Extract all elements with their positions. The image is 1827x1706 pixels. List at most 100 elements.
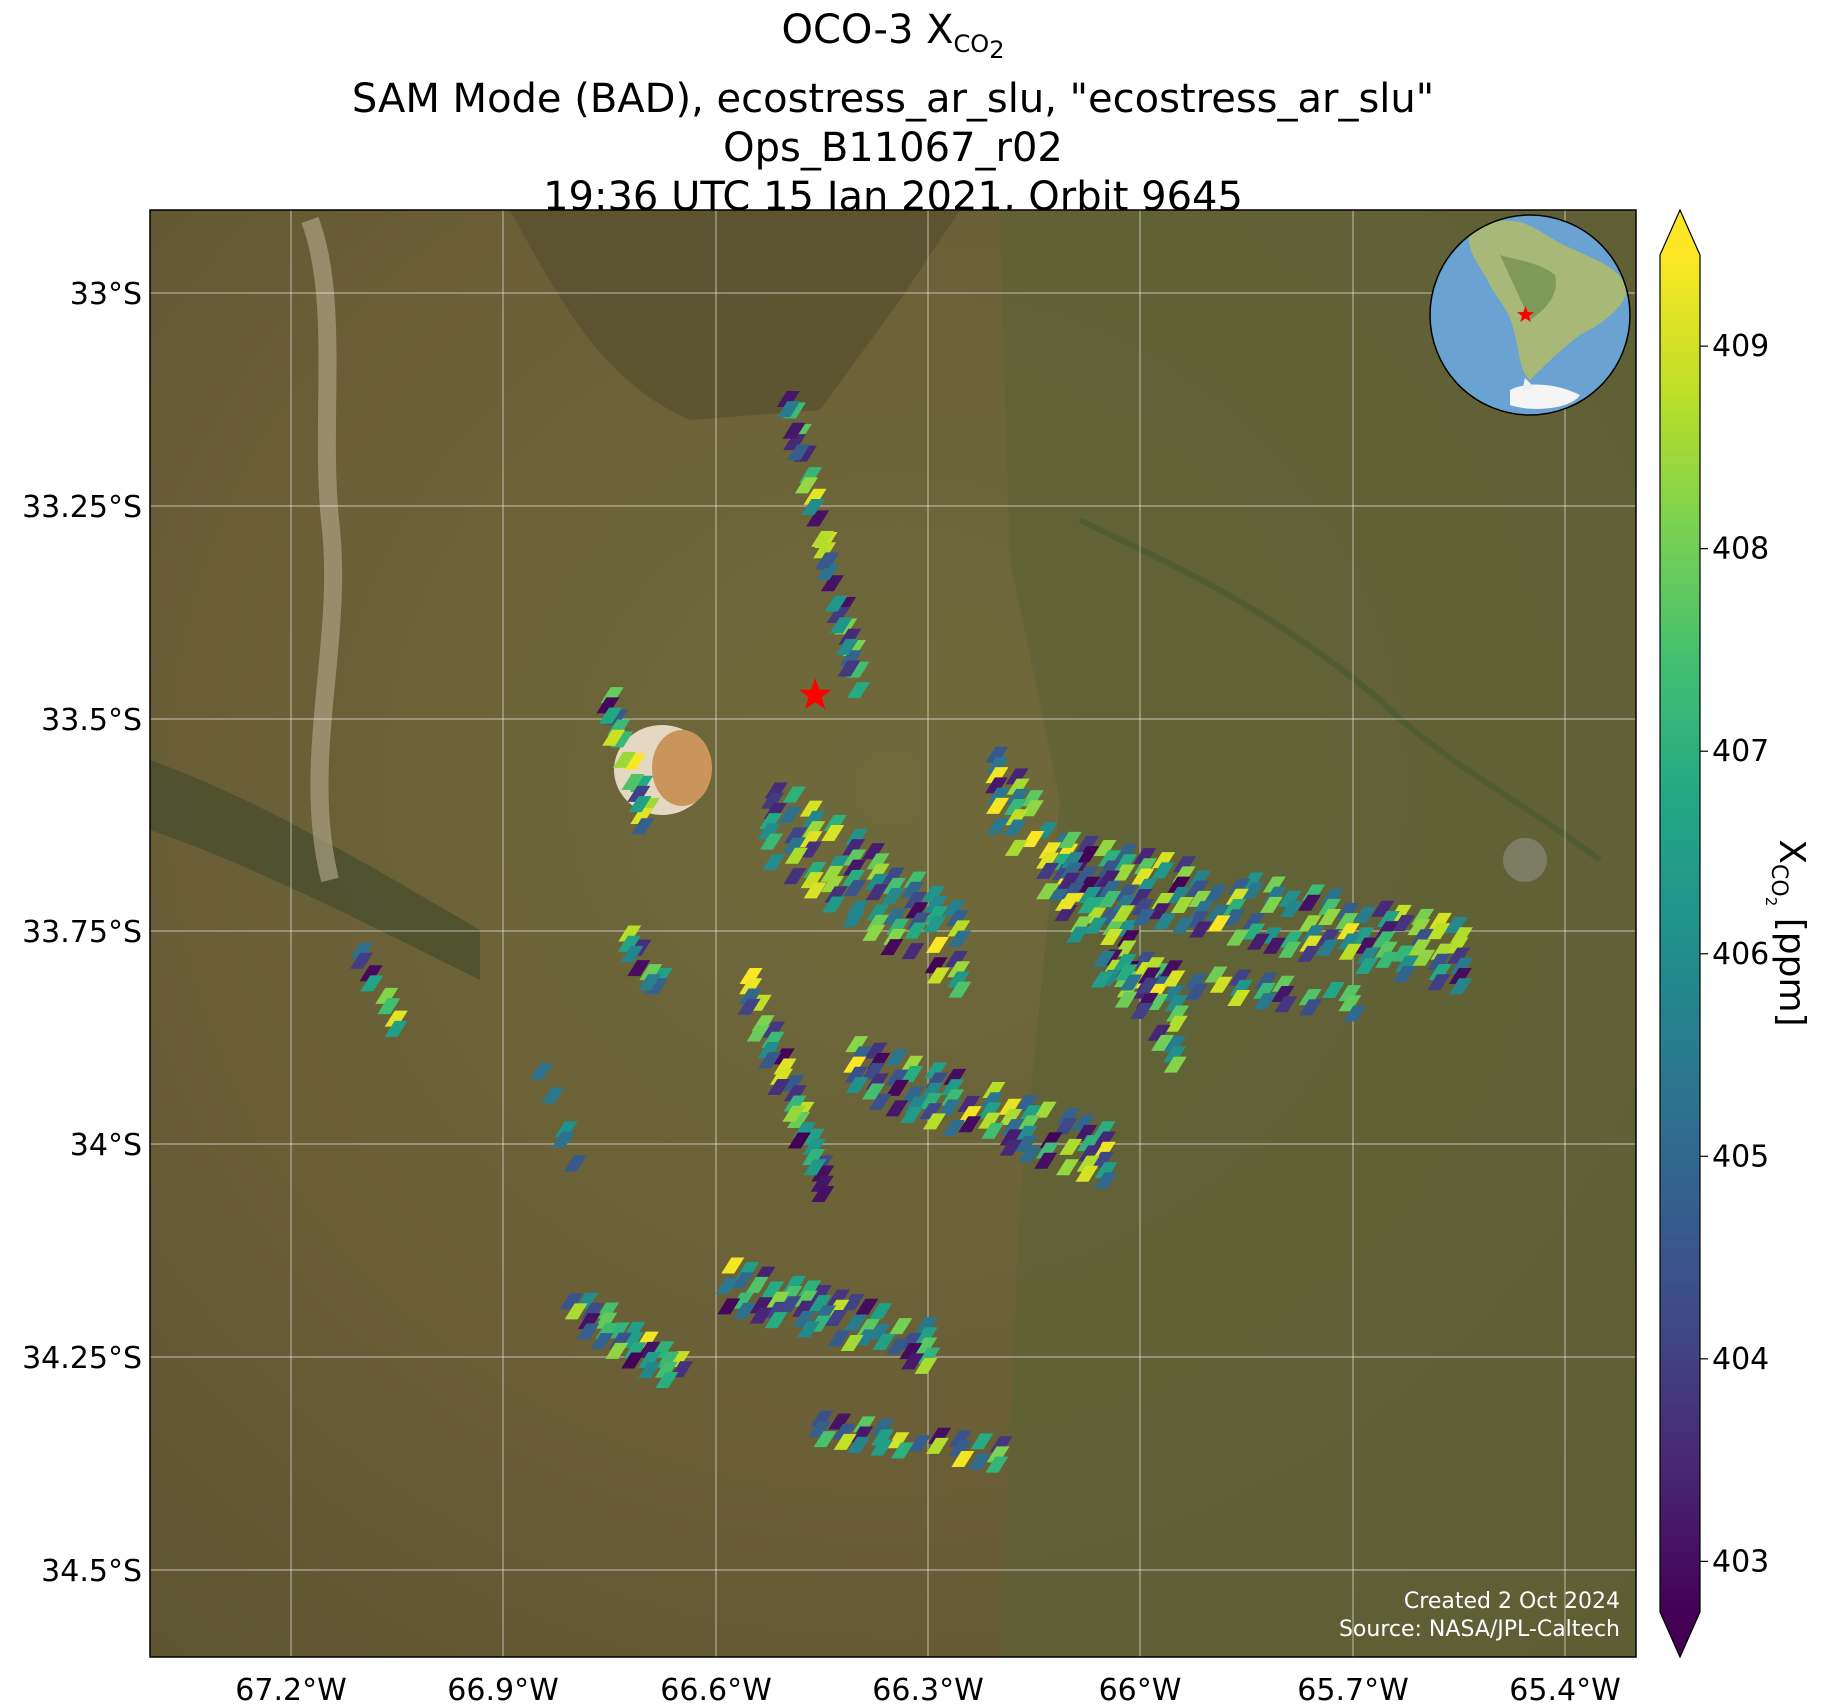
xco2-footprint [865,884,889,901]
xco2-footprint [1078,886,1102,903]
xco2-footprint [1172,856,1196,873]
xco2-footprint [1164,995,1188,1012]
xco2-footprint [759,813,783,830]
xco2-footprint [1271,975,1295,992]
xco2-footprint [899,1343,923,1360]
xco2-footprint [1353,906,1377,923]
xco2-footprint [904,922,928,939]
xco2-footprint [1338,995,1362,1012]
lon-tick-label: 66.3°W [872,1673,983,1706]
xco2-footprint [1447,947,1471,964]
xco2-footprint [862,924,886,941]
xco2-footprint [802,821,826,838]
xco2-footprint [639,964,663,981]
colorbar: 403 404 405 406 407 408 409 XCO2 [ppm] [1659,208,1812,1659]
xco2-footprint [1427,974,1451,991]
colorbar-upper-extend [1660,210,1700,255]
xco2-footprint [787,1132,811,1149]
colorbar-tick-label: 407 [1712,734,1769,769]
xco2-footprint [845,1077,869,1094]
xco2-footprint [917,1347,941,1364]
colorbar-label: XCO2 [ppm] [1762,839,1812,1026]
xco2-footprint [1391,945,1415,962]
xco2-footprint [820,876,844,893]
xco2-footprint [1114,844,1138,861]
xco2-footprint [1100,929,1124,946]
xco2-footprint [900,1106,924,1123]
lon-tick-label: 65.4°W [1509,1673,1620,1706]
xco2-footprint [1114,964,1138,981]
xco2-footprint [1391,915,1415,932]
xco2-footprint [794,1290,818,1307]
xco2-footprint [920,1082,944,1099]
xco2-footprint [1318,909,1342,926]
xco2-footprint [820,865,844,882]
xco2-footprint [842,910,866,927]
lat-tick-label: 34.25°S [22,1341,142,1376]
xco2-footprint [919,1092,943,1109]
xco2-footprint [783,1085,807,1102]
xco2-footprint [1298,989,1322,1006]
xco2-footprint [981,1122,1005,1139]
xco2-footprint [948,1430,972,1447]
xco2-footprint [883,908,907,925]
xco2-footprint [1057,893,1081,910]
xco2-footprint [1262,937,1286,954]
xco2-footprint [350,942,374,959]
xco2-footprint [941,1119,965,1136]
xco2-footprint [1018,1146,1042,1163]
xco2-footprint [1102,918,1126,935]
xco2-footprint [776,390,800,407]
xco2-footprint [802,1138,826,1155]
xco2-footprint [1376,910,1400,927]
target-star-icon [799,678,832,709]
xco2-footprint [1131,868,1155,885]
xco2-footprint [1112,864,1136,881]
xco2-footprint [914,1317,938,1334]
xco2-footprint [844,1066,868,1083]
xco2-footprint [823,814,847,831]
xco2-footprint [802,810,826,827]
lon-tick-label: 67.2°W [235,1673,346,1706]
xco2-footprint [843,1056,867,1073]
xco2-footprint [1094,1172,1118,1189]
xco2-footprint [628,796,652,813]
xco2-footprint [919,1103,943,1120]
xco2-footprint [377,998,401,1015]
xco2-footprint [826,1299,850,1316]
xco2-footprint [1301,925,1325,942]
xco2-footprint [901,1353,925,1370]
xco2-footprint [928,1427,952,1444]
xco2-footprint [1114,854,1138,871]
xco2-footprint [1098,891,1122,908]
xco2-footprint [627,960,651,977]
xco2-footprint [1448,968,1472,985]
lat-tick-label: 34°S [70,1128,142,1163]
xco2-footprint [787,1112,811,1129]
xco2-footprint [1033,1101,1057,1118]
xco2-footprint [986,797,1010,814]
xco2-footprint [1299,935,1323,952]
title-line-1: OCO-3 XCO2 [781,7,1005,64]
xco2-footprint [984,777,1008,794]
xco2-footprint [820,575,844,592]
xco2-footprint [1003,819,1027,836]
xco2-footprint [1113,895,1137,912]
xco2-footprint [845,1036,869,1053]
xco2-footprint [778,806,802,823]
xco2-footprint [826,607,850,624]
xco2-footprint [1136,977,1160,994]
xco2-footprint [1151,1034,1175,1051]
xco2-footprint [810,1175,834,1192]
xco2-footprint [924,1062,948,1079]
xco2-footprint [1035,1142,1059,1159]
xco2-footprint [1076,876,1100,893]
xco2-footprint [799,831,823,848]
xco2-footprint [1153,913,1177,930]
xco2-footprint [1371,900,1395,917]
title-line-3: Ops_B11067_r02 [723,124,1063,171]
xco2-footprint [886,1432,910,1449]
xco2-footprint [620,945,644,962]
xco2-footprint [782,837,806,854]
xco2-footprint [1186,911,1210,928]
